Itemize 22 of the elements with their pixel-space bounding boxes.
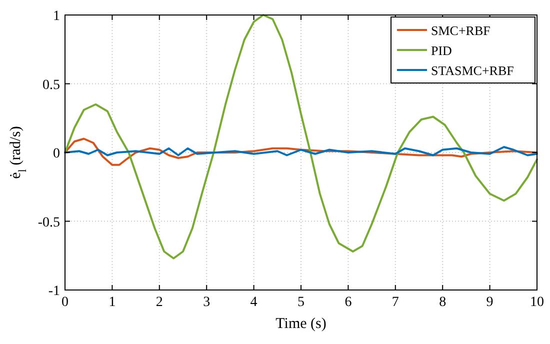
- y-tick-label: 0: [53, 146, 60, 162]
- y-tick-label: 1: [53, 9, 60, 24]
- x-tick-label: 7: [392, 295, 399, 310]
- line-series: [64, 138, 538, 166]
- legend-label: PID: [431, 43, 452, 58]
- x-tick-label: 3: [203, 295, 210, 310]
- y-tick-label: -1: [48, 284, 60, 299]
- y-tick-label: -0.5: [38, 215, 60, 230]
- x-tick-label: 4: [250, 295, 258, 310]
- x-tick-label: 2: [156, 295, 163, 310]
- legend-label: SMC+RBF: [431, 23, 490, 38]
- legend-label: STASMC+RBF: [431, 63, 514, 78]
- x-axis-title: Time (s): [276, 316, 326, 332]
- x-tick-label: 5: [298, 295, 304, 310]
- x-tick-label: 10: [530, 295, 544, 310]
- x-tick-label: 9: [486, 295, 494, 310]
- line-series: [64, 146, 538, 156]
- line-series: [64, 14, 538, 260]
- x-tick-label: 8: [439, 295, 446, 310]
- x-tick-label: 1: [108, 295, 116, 310]
- y-tick-label: 0.5: [42, 78, 60, 93]
- x-tick-label: 6: [344, 295, 352, 310]
